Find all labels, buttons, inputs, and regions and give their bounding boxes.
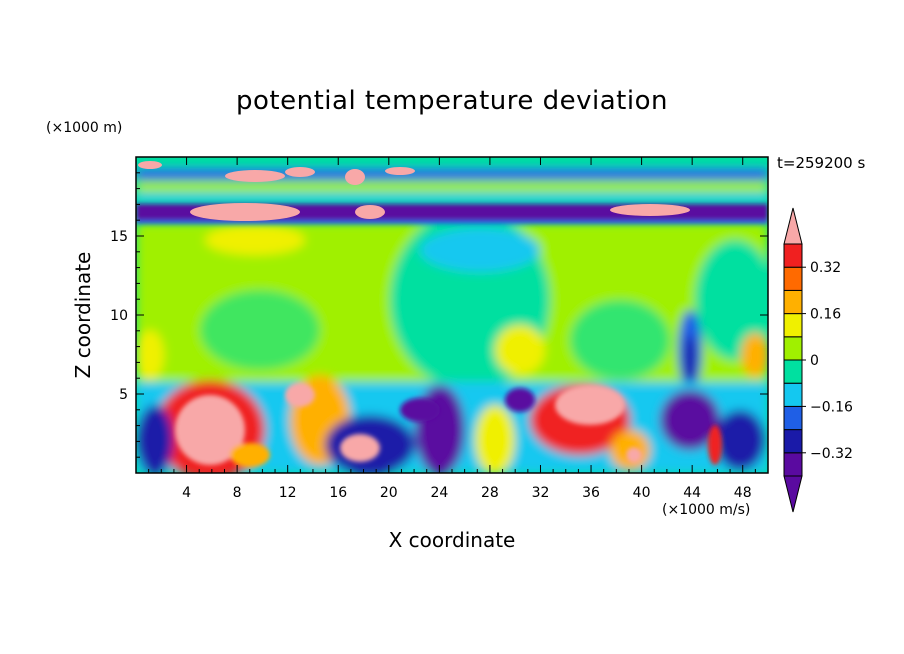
heatmap-field bbox=[136, 157, 768, 473]
chart-title: potential temperature deviation bbox=[236, 86, 668, 116]
x-tick: 32 bbox=[532, 157, 550, 501]
x-tick-label: 20 bbox=[380, 485, 398, 501]
x-tick-label: 4 bbox=[182, 485, 191, 501]
y-axis-ticks: 5 10 15 bbox=[110, 172, 768, 458]
colorbar-bin bbox=[783, 336, 803, 361]
x-tick: 44 bbox=[683, 157, 701, 501]
y-tick-label: 15 bbox=[110, 229, 128, 245]
y-tick-label: 5 bbox=[119, 387, 128, 403]
x-tick: 40 bbox=[633, 157, 651, 501]
x-tick: 16 bbox=[329, 157, 347, 501]
x-tick: 48 bbox=[734, 157, 752, 501]
colorbar-bin bbox=[783, 289, 803, 315]
y-axis-unit: (×1000 m) bbox=[46, 120, 123, 136]
y-tick: 10 bbox=[110, 308, 768, 324]
x-tick-label: 32 bbox=[532, 485, 550, 501]
colorbar-bin bbox=[783, 313, 803, 338]
x-tick-label: 40 bbox=[633, 485, 651, 501]
colorbar-tick: −0.16 bbox=[802, 399, 853, 415]
colorbar-bin bbox=[783, 243, 803, 268]
colorbar-bin bbox=[783, 405, 803, 431]
x-tick-label: 24 bbox=[430, 485, 448, 501]
y-tick-label: 10 bbox=[110, 308, 128, 324]
x-tick-label: 36 bbox=[582, 485, 600, 501]
colorbar: 0.32 0.16 0 −0.16 −0.32 bbox=[783, 207, 853, 513]
x-axis-unit: (×1000 m/s) bbox=[662, 502, 751, 518]
x-tick: 36 bbox=[582, 157, 600, 501]
colorbar-label: −0.16 bbox=[810, 399, 853, 415]
x-tick-label: 12 bbox=[279, 485, 297, 501]
x-tick: 24 bbox=[430, 157, 448, 501]
x-axis-ticks: 4 8 12 16 20 24 28 32 36 40 44 48 bbox=[148, 157, 756, 501]
time-label: t=259200 s bbox=[777, 154, 866, 172]
colorbar-bin bbox=[783, 359, 803, 384]
colorbar-bin bbox=[783, 429, 803, 454]
colorbar-max-arrow bbox=[783, 207, 803, 245]
colorbar-tick: 0.32 bbox=[802, 260, 841, 276]
colorbar-bin bbox=[783, 452, 803, 477]
colorbar-tick: 0 bbox=[802, 353, 819, 369]
y-tick: 5 bbox=[119, 387, 768, 403]
x-tick: 8 bbox=[233, 157, 242, 501]
x-tick: 12 bbox=[279, 157, 297, 501]
colorbar-tick: −0.32 bbox=[802, 446, 853, 462]
colorbar-label: −0.32 bbox=[810, 446, 853, 462]
x-tick: 4 bbox=[182, 157, 191, 501]
colorbar-label: 0 bbox=[810, 353, 819, 369]
x-tick-label: 16 bbox=[329, 485, 347, 501]
x-tick: 20 bbox=[380, 157, 398, 501]
x-tick-label: 44 bbox=[683, 485, 701, 501]
colorbar-tick: 0.16 bbox=[802, 307, 841, 323]
colorbar-label: 0.16 bbox=[810, 307, 841, 323]
x-axis-label: X coordinate bbox=[388, 528, 516, 552]
y-tick: 15 bbox=[110, 229, 768, 245]
colorbar-label: 0.32 bbox=[810, 260, 841, 276]
colorbar-bin bbox=[783, 382, 803, 407]
colorbar-min-arrow bbox=[783, 475, 803, 513]
x-tick-label: 28 bbox=[481, 485, 499, 501]
colorbar-bin bbox=[783, 266, 803, 291]
x-tick-label: 48 bbox=[734, 485, 752, 501]
x-tick: 28 bbox=[481, 157, 499, 501]
x-tick-label: 8 bbox=[233, 485, 242, 501]
